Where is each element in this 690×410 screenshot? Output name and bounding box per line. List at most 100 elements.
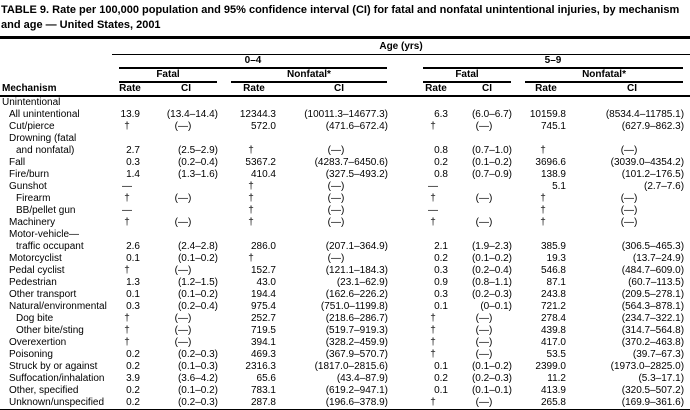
rate-cell: † [124, 337, 130, 349]
ci-cell: (328.2–459.9) [325, 337, 388, 349]
ci-header-nonfatal-5-9: CI [574, 83, 690, 98]
rate-cell: 0.2 [126, 349, 140, 361]
rate-cell: 152.7 [250, 265, 276, 277]
rate-cell [112, 229, 148, 241]
rate-cell: 2399.0 [535, 361, 566, 373]
column-gap [394, 265, 416, 277]
ci-cell: (0.7–1.0) [471, 145, 512, 157]
ci-cell: (—) [620, 193, 638, 205]
table-title: TABLE 9. Rate per 100,000 population and… [0, 0, 690, 40]
ci-cell [148, 229, 224, 241]
column-gap [394, 205, 416, 217]
table-row: Cut/pierce † (—) 572.0 (471.6–672.4) † (—) 745.… [0, 121, 690, 133]
rate-cell: 469.3 [250, 349, 276, 361]
rate-cell: 2316.3 [245, 361, 276, 373]
rate-header-nonfatal-0-4: Rate [224, 83, 284, 98]
ci-cell: (162.6–226.2) [325, 289, 388, 301]
ci-cell: (6.0–6.7) [471, 109, 512, 121]
ci-cell: (169.9–361.6) [621, 397, 685, 409]
column-gap [394, 301, 416, 313]
rate-header-fatal-0-4: Rate [112, 83, 148, 98]
rate-cell: † [248, 193, 254, 205]
rate-cell [416, 229, 456, 241]
mechanism-cell: Drowning (fatal [9, 133, 77, 145]
table-row: traffic occupant 2.6 (2.4–2.8) 286.0 (207.1–… [0, 241, 690, 253]
ci-cell: (564.3–878.1) [621, 301, 685, 313]
ci-cell: (196.6–378.9) [325, 397, 388, 409]
mechanism-cell: Overexertion [9, 337, 67, 349]
table-body: Unintentional All unintentional 13.9 (13.4–… [0, 96, 690, 410]
rate-cell: 410.4 [250, 169, 276, 181]
ci-cell [574, 133, 690, 145]
rate-cell: 0.2 [434, 253, 448, 265]
ci-cell [148, 181, 224, 193]
ci-cell: (0.2–0.3) [177, 397, 218, 409]
ci-cell [456, 133, 518, 145]
rate-header-fatal-5-9: Rate [416, 83, 456, 98]
rate-cell: 975.4 [250, 301, 276, 313]
rate-cell: 0.3 [434, 265, 448, 277]
ci-cell: (—) [475, 337, 493, 349]
rate-cell: 2.7 [126, 145, 140, 157]
rate-header-nonfatal-5-9: Rate [518, 83, 574, 98]
ci-cell: (—) [174, 313, 192, 325]
rate-cell: 385.9 [540, 241, 566, 253]
ci-cell: (0–0.1) [480, 301, 512, 313]
ci-cell: (—) [327, 217, 345, 229]
rate-cell [224, 133, 284, 145]
column-gap [394, 373, 416, 385]
ci-cell: (—) [620, 205, 638, 217]
ci-cell: (2.4–2.8) [177, 241, 218, 253]
rate-cell: 0.2 [126, 361, 140, 373]
rate-cell: † [124, 121, 130, 133]
rate-cell: † [540, 205, 546, 217]
rate-cell: 1.3 [126, 277, 140, 289]
column-gap [394, 241, 416, 253]
injury-rate-table: Age (yrs) 0–4 5–9 Fatal Nonfatal* Fatal … [0, 41, 690, 410]
ci-cell: (234.7–322.1) [621, 313, 685, 325]
table-row: Unknown/unspecified 0.2 (0.2–0.3) 287.8 (196… [0, 397, 690, 410]
rate-cell: 12344.3 [239, 109, 276, 121]
table-row: All unintentional 13.9 (13.4–14.4) 12344.3 (… [0, 109, 690, 121]
rate-cell: 719.5 [250, 325, 276, 337]
mechanism-cell: Suffocation/inhalation [9, 373, 105, 385]
ci-cell: (—) [327, 193, 345, 205]
ci-cell: (0.1–0.2) [177, 385, 218, 397]
rate-cell: 0.1 [434, 385, 448, 397]
age-group-0-4-header: 0–4 [112, 55, 394, 70]
ci-cell: (1973.0–2825.0) [610, 361, 685, 373]
column-gap [394, 55, 416, 70]
mechanism-cell: Unknown/unspecified [9, 397, 105, 409]
rate-cell [518, 229, 574, 241]
ci-header-nonfatal-0-4: CI [284, 83, 394, 98]
mechanism-header: Mechanism [0, 83, 112, 98]
mechanism-cell: Fire/burn [9, 169, 50, 181]
ci-cell: (—) [620, 145, 638, 157]
table-row: Overexertion † (—) 394.1 (328.2–459.9) † (—) 41… [0, 337, 690, 349]
rate-cell: 10159.8 [529, 109, 566, 121]
rate-cell: — [428, 205, 438, 217]
rate-cell [224, 96, 284, 109]
column-gap [394, 253, 416, 265]
ci-cell [456, 229, 518, 241]
rate-cell: 0.8 [434, 169, 448, 181]
ci-cell: (—) [174, 337, 192, 349]
ci-cell: (218.6–286.7) [325, 313, 388, 325]
column-gap [394, 109, 416, 121]
column-gap [394, 193, 416, 205]
rate-cell: † [430, 349, 436, 361]
rate-cell: 394.1 [250, 337, 276, 349]
ci-cell: (2.7–7.6) [644, 181, 685, 193]
rate-cell: † [124, 193, 130, 205]
ci-cell [284, 133, 394, 145]
ci-cell: (320.5–507.2) [621, 385, 685, 397]
age-group-5-9-header: 5–9 [416, 55, 690, 70]
nonfatal-header-0-4: Nonfatal* [224, 69, 394, 84]
ci-cell: (—) [475, 217, 493, 229]
ci-cell [456, 96, 518, 109]
ci-cell [574, 229, 690, 241]
rate-cell: 0.3 [126, 301, 140, 313]
ci-cell: (314.7–564.8) [621, 325, 685, 337]
ci-cell: (—) [475, 397, 493, 409]
rate-cell: 13.9 [120, 109, 140, 121]
